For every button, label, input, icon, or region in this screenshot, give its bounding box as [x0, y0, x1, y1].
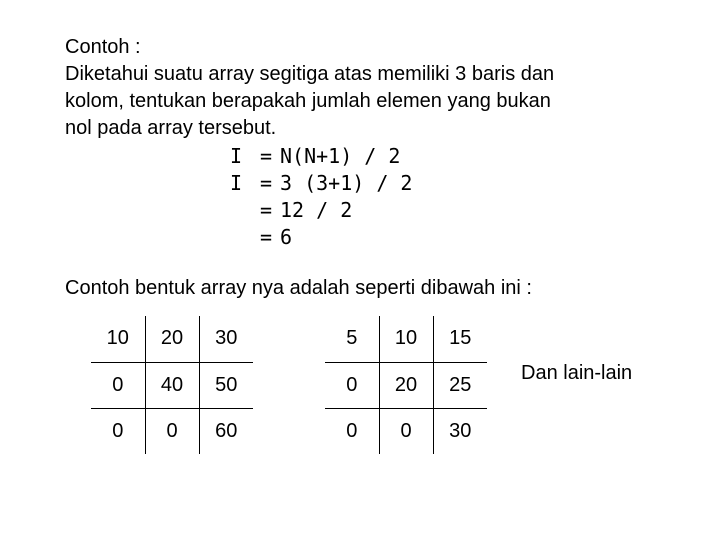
- heading: Contoh :: [65, 35, 670, 60]
- formula-lhs: [230, 197, 252, 224]
- table-row: 0 40 50: [91, 362, 253, 408]
- table-row: 5 10 15: [325, 316, 487, 362]
- formula-lhs: I: [230, 143, 252, 170]
- triangle-table-1: 10 20 30 0 40 50 0 0 60: [91, 316, 253, 454]
- formula-row-4: = 6: [230, 224, 670, 251]
- formula-row-1: I = N(N+1) / 2: [230, 143, 670, 170]
- table-row: 0 20 25: [325, 362, 487, 408]
- table-cell: 10: [91, 316, 145, 362]
- formula-eq: =: [252, 224, 280, 251]
- table-cell: 0: [325, 362, 379, 408]
- formula-lhs: [230, 224, 252, 251]
- triangle-table-2: 5 10 15 0 20 25 0 0 30: [325, 316, 487, 454]
- table-cell: 20: [379, 362, 433, 408]
- description-line-2: kolom, tentukan berapakah jumlah elemen …: [65, 89, 670, 114]
- formula-row-2: I = 3 (3+1) / 2: [230, 170, 670, 197]
- formula-row-3: = 12 / 2: [230, 197, 670, 224]
- formula-eq: =: [252, 143, 280, 170]
- formula-rhs: 6: [280, 224, 292, 251]
- table-row: 0 0 60: [91, 408, 253, 454]
- table-row: 0 0 30: [325, 408, 487, 454]
- formula-rhs: N(N+1) / 2: [280, 143, 400, 170]
- formula-block: I = N(N+1) / 2 I = 3 (3+1) / 2 = 12 / 2 …: [230, 143, 670, 251]
- table-cell: 10: [379, 316, 433, 362]
- description-line-3: nol pada array tersebut.: [65, 116, 670, 141]
- table-cell: 0: [91, 408, 145, 454]
- table-cell: 0: [325, 408, 379, 454]
- table-cell: 0: [379, 408, 433, 454]
- table-cell: 15: [433, 316, 487, 362]
- formula-eq: =: [252, 170, 280, 197]
- etc-label: Dan lain-lain: [521, 362, 632, 385]
- table-cell: 60: [199, 408, 253, 454]
- table-cell: 30: [199, 316, 253, 362]
- table-cell: 0: [145, 408, 199, 454]
- subheading: Contoh bentuk array nya adalah seperti d…: [65, 277, 670, 300]
- table-row: 10 20 30: [91, 316, 253, 362]
- tables-row: 10 20 30 0 40 50 0 0 60 5 10 15: [91, 316, 670, 454]
- formula-rhs: 3 (3+1) / 2: [280, 170, 412, 197]
- table-cell: 0: [91, 362, 145, 408]
- table-cell: 25: [433, 362, 487, 408]
- table-cell: 5: [325, 316, 379, 362]
- formula-lhs: I: [230, 170, 252, 197]
- table-cell: 40: [145, 362, 199, 408]
- table-cell: 50: [199, 362, 253, 408]
- table-cell: 20: [145, 316, 199, 362]
- description-line-1: Diketahui suatu array segitiga atas memi…: [65, 62, 670, 87]
- formula-eq: =: [252, 197, 280, 224]
- formula-rhs: 12 / 2: [280, 197, 352, 224]
- table-cell: 30: [433, 408, 487, 454]
